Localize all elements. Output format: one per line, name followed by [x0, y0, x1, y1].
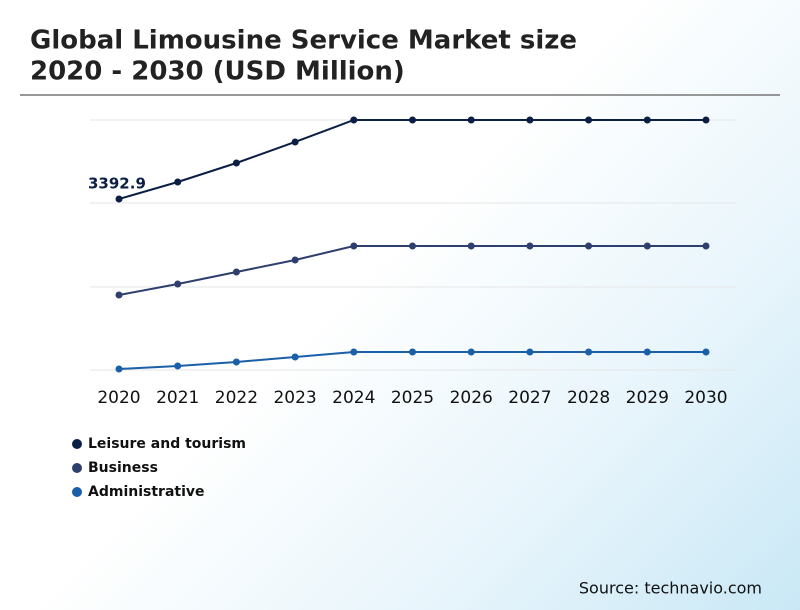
x-tick-label: 2024 [332, 388, 375, 408]
point [526, 116, 534, 124]
point [115, 291, 123, 299]
point [702, 348, 710, 356]
point [467, 116, 475, 124]
point [585, 242, 593, 250]
point [643, 242, 651, 250]
x-tick-label: 2028 [567, 388, 610, 408]
legend-marker [72, 439, 82, 449]
point [702, 242, 710, 250]
point [291, 138, 299, 146]
legend-label: Administrative [88, 484, 205, 500]
line [118, 119, 706, 200]
point [643, 116, 651, 124]
point [350, 348, 358, 356]
x-tick-label: 2027 [508, 388, 551, 408]
chart-title: 2020 - 2030 (USD Million) [30, 57, 405, 87]
source: Source: technavio.com [579, 579, 762, 598]
x-tick-label: 2025 [391, 388, 434, 408]
point [409, 116, 416, 124]
point [291, 353, 299, 361]
point [174, 362, 182, 370]
point [409, 242, 416, 250]
point [232, 159, 240, 167]
x-tick-label: 2021 [156, 388, 199, 408]
point [115, 195, 123, 203]
point [174, 178, 182, 186]
point [115, 365, 123, 373]
x-tick-label: 2020 [97, 388, 140, 408]
point [350, 116, 358, 124]
point [409, 348, 416, 356]
point [467, 348, 475, 356]
x-tick-label: 2030 [684, 388, 727, 408]
point [350, 242, 358, 250]
point [702, 116, 710, 124]
legend-label: Business [88, 460, 158, 476]
line [118, 245, 706, 296]
point [232, 268, 240, 276]
point [643, 348, 651, 356]
point [526, 348, 534, 356]
point [585, 348, 593, 356]
point [526, 242, 534, 250]
point [585, 116, 593, 124]
chart-title: Global Limousine Service Market size [30, 26, 577, 56]
legend-marker [72, 463, 82, 473]
x-tick-label: 2023 [273, 388, 316, 408]
data-label: 3392.9 [88, 174, 146, 192]
x-tick-label: 2029 [626, 388, 669, 408]
x-tick-label: 2022 [215, 388, 258, 408]
point [467, 242, 475, 250]
legend-marker [72, 487, 82, 497]
x-tick-label: 2026 [450, 388, 493, 408]
point [232, 358, 240, 366]
legend-label: Leisure and tourism [88, 436, 246, 452]
point [291, 256, 299, 264]
point [174, 280, 182, 288]
